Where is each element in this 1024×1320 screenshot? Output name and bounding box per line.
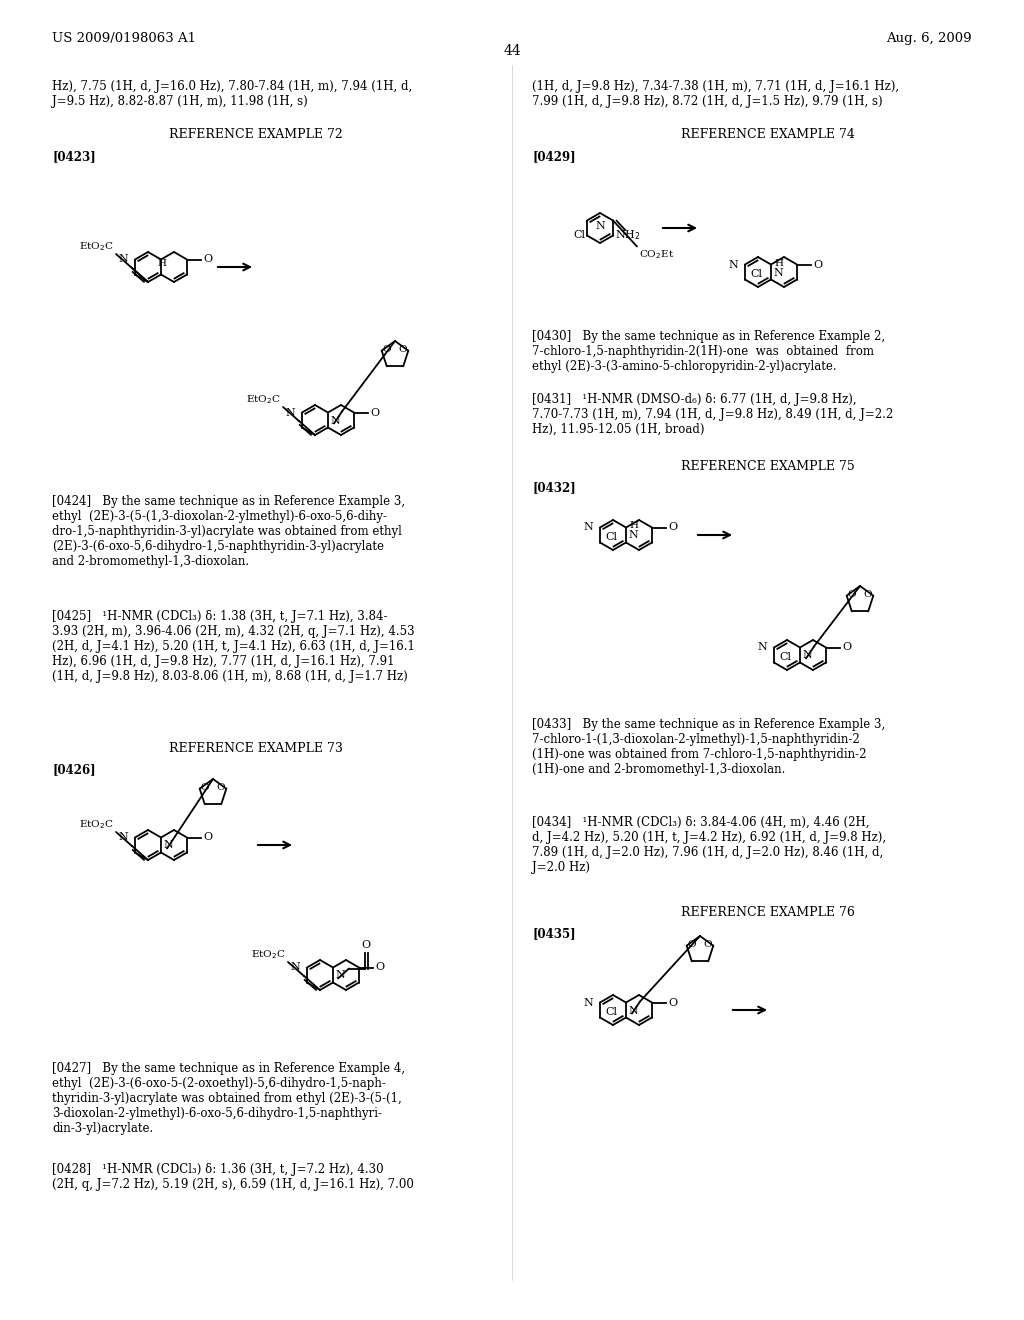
Text: Aug. 6, 2009: Aug. 6, 2009 [887, 32, 972, 45]
Text: [0427]   By the same technique as in Reference Example 4,
ethyl  (2E)-3-(6-oxo-5: [0427] By the same technique as in Refer… [52, 1063, 406, 1135]
Text: H: H [630, 521, 639, 531]
Text: Cl: Cl [605, 532, 617, 543]
Text: [0434]   ¹H-NMR (CDCl₃) δ: 3.84-4.06 (4H, m), 4.46 (2H,
d, J=4.2 Hz), 5.20 (1H, : [0434] ¹H-NMR (CDCl₃) δ: 3.84-4.06 (4H, … [532, 816, 886, 874]
Text: EtO$_2$C: EtO$_2$C [80, 240, 114, 253]
Text: O: O [668, 523, 677, 532]
Text: O: O [370, 408, 379, 417]
Text: US 2009/0198063 A1: US 2009/0198063 A1 [52, 32, 196, 45]
Text: O: O [398, 345, 408, 354]
Text: O: O [201, 783, 209, 792]
Text: N: N [595, 220, 605, 231]
Text: CO$_2$Et: CO$_2$Et [639, 248, 674, 261]
Text: [0429]: [0429] [532, 150, 575, 162]
Text: O: O [203, 255, 212, 264]
Text: [0426]: [0426] [52, 763, 95, 776]
Text: O: O [703, 940, 713, 949]
Text: O: O [361, 940, 371, 950]
Text: REFERENCE EXAMPLE 72: REFERENCE EXAMPLE 72 [169, 128, 343, 141]
Text: N: N [290, 962, 300, 973]
Text: REFERENCE EXAMPLE 74: REFERENCE EXAMPLE 74 [681, 128, 855, 141]
Text: N: N [628, 531, 638, 540]
Text: N: N [773, 268, 782, 277]
Text: N: N [330, 416, 340, 425]
Text: N: N [335, 970, 345, 981]
Text: N: N [758, 643, 767, 652]
Text: EtO$_2$C: EtO$_2$C [252, 948, 286, 961]
Text: REFERENCE EXAMPLE 76: REFERENCE EXAMPLE 76 [681, 906, 855, 919]
Text: Cl: Cl [605, 1007, 617, 1016]
Text: N: N [286, 408, 295, 417]
Text: [0428]   ¹H-NMR (CDCl₃) δ: 1.36 (3H, t, J=7.2 Hz), 4.30
(2H, q, J=7.2 Hz), 5.19 : [0428] ¹H-NMR (CDCl₃) δ: 1.36 (3H, t, J=… [52, 1163, 414, 1191]
Text: [0431]   ¹H-NMR (DMSO-d₆) δ: 6.77 (1H, d, J=9.8 Hz),
7.70-7.73 (1H, m), 7.94 (1H: [0431] ¹H-NMR (DMSO-d₆) δ: 6.77 (1H, d, … [532, 393, 893, 436]
Text: Cl: Cl [750, 269, 762, 279]
Text: Cl: Cl [779, 652, 791, 663]
Text: O: O [688, 940, 696, 949]
Text: O: O [842, 643, 851, 652]
Text: N: N [802, 651, 812, 660]
Text: O: O [375, 962, 384, 973]
Text: [0435]: [0435] [532, 927, 575, 940]
Text: 44: 44 [503, 44, 521, 58]
Text: O: O [848, 590, 856, 599]
Text: H: H [774, 259, 783, 268]
Text: EtO$_2$C: EtO$_2$C [80, 818, 114, 832]
Text: REFERENCE EXAMPLE 75: REFERENCE EXAMPLE 75 [681, 459, 855, 473]
Text: N: N [584, 523, 593, 532]
Text: N: N [118, 833, 128, 842]
Text: [0423]: [0423] [52, 150, 96, 162]
Text: [0433]   By the same technique as in Reference Example 3,
7-chloro-1-(1,3-dioxol: [0433] By the same technique as in Refer… [532, 718, 886, 776]
Text: EtO$_2$C: EtO$_2$C [247, 393, 281, 407]
Text: H: H [158, 259, 167, 268]
Text: N: N [118, 255, 128, 264]
Text: O: O [217, 783, 225, 792]
Text: Hz), 7.75 (1H, d, J=16.0 Hz), 7.80-7.84 (1H, m), 7.94 (1H, d,
J=9.5 Hz), 8.82-8.: Hz), 7.75 (1H, d, J=16.0 Hz), 7.80-7.84 … [52, 81, 413, 108]
Text: N: N [584, 998, 593, 1007]
Text: Cl: Cl [573, 231, 585, 240]
Text: O: O [668, 998, 677, 1007]
Text: N: N [728, 260, 738, 269]
Text: O: O [383, 345, 391, 354]
Text: N: N [163, 841, 173, 850]
Text: [0432]: [0432] [532, 480, 575, 494]
Text: O: O [863, 590, 872, 599]
Text: [0425]   ¹H-NMR (CDCl₃) δ: 1.38 (3H, t, J=7.1 Hz), 3.84-
3.93 (2H, m), 3.96-4.06: [0425] ¹H-NMR (CDCl₃) δ: 1.38 (3H, t, J=… [52, 610, 415, 682]
Text: (1H, d, J=9.8 Hz), 7.34-7.38 (1H, m), 7.71 (1H, d, J=16.1 Hz),
7.99 (1H, d, J=9.: (1H, d, J=9.8 Hz), 7.34-7.38 (1H, m), 7.… [532, 81, 899, 108]
Text: [0424]   By the same technique as in Reference Example 3,
ethyl  (2E)-3-(5-(1,3-: [0424] By the same technique as in Refer… [52, 495, 406, 568]
Text: REFERENCE EXAMPLE 73: REFERENCE EXAMPLE 73 [169, 742, 343, 755]
Text: [0430]   By the same technique as in Reference Example 2,
7-chloro-1,5-naphthyri: [0430] By the same technique as in Refer… [532, 330, 885, 374]
Text: O: O [813, 260, 822, 269]
Text: O: O [203, 833, 212, 842]
Text: N: N [628, 1006, 638, 1015]
Text: NH$_2$: NH$_2$ [615, 228, 641, 243]
